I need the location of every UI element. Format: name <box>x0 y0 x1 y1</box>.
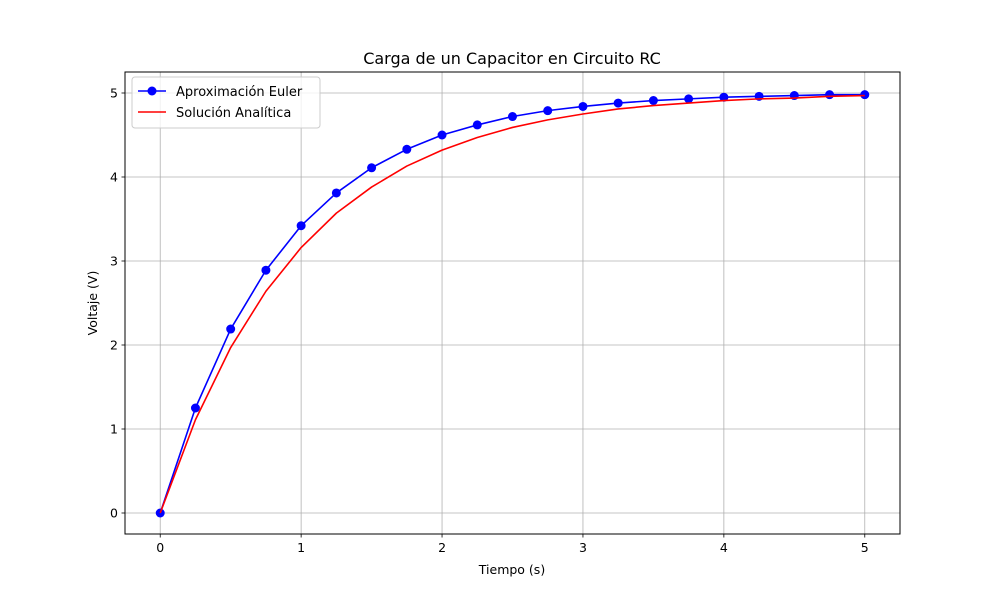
legend-box <box>131 76 321 129</box>
y-axis-label: Voltaje (V) <box>85 271 100 336</box>
x-tick-label: 4 <box>720 540 728 555</box>
y-tick-label: 2 <box>110 338 118 353</box>
data-point <box>190 403 200 413</box>
data-point <box>155 508 165 518</box>
data-point <box>825 90 835 100</box>
data-point <box>684 94 694 104</box>
data-point <box>508 112 517 122</box>
y-tick-label: 1 <box>110 422 118 437</box>
y-axis-ticks: 0 1 2 3 4 5 <box>110 86 125 521</box>
series-line-1 <box>159 94 865 514</box>
x-tick-label: 0 <box>156 540 164 555</box>
y-tick-label: 5 <box>110 86 118 101</box>
data-point <box>367 163 377 173</box>
data-point <box>437 130 447 140</box>
chart-title: Carga de un Capacitor en Circuito RC <box>363 49 661 68</box>
data-point <box>648 96 658 106</box>
legend-label-euler: Aproximación Euler <box>176 85 303 100</box>
data-point <box>472 120 482 130</box>
data-point <box>543 106 553 116</box>
grid-lines <box>125 72 900 534</box>
x-tick-label: 2 <box>438 540 446 555</box>
legend-marker-euler <box>147 86 157 96</box>
data-point <box>331 188 341 198</box>
y-tick-label: 4 <box>110 170 118 185</box>
plot-frame <box>124 71 901 535</box>
legend-label-analytic: Solución Analítica <box>176 106 291 121</box>
x-tick-label: 5 <box>861 540 869 555</box>
data-point <box>860 90 870 100</box>
data-point <box>613 98 623 108</box>
data-point <box>261 265 271 275</box>
x-axis-ticks: 0 1 2 3 4 5 <box>156 534 869 555</box>
legend: Aproximación Euler Solución Analítica <box>131 76 321 129</box>
y-tick-label: 0 <box>110 506 118 521</box>
series-group <box>155 90 870 518</box>
y-tick-label: 3 <box>110 254 118 269</box>
x-tick-label: 1 <box>297 540 305 555</box>
data-point <box>296 221 306 231</box>
data-point <box>226 324 236 334</box>
data-point <box>578 101 588 111</box>
x-tick-label: 3 <box>579 540 587 555</box>
data-point <box>402 144 412 154</box>
x-axis-label: Tiempo (s) <box>478 562 545 577</box>
data-point <box>719 92 729 102</box>
